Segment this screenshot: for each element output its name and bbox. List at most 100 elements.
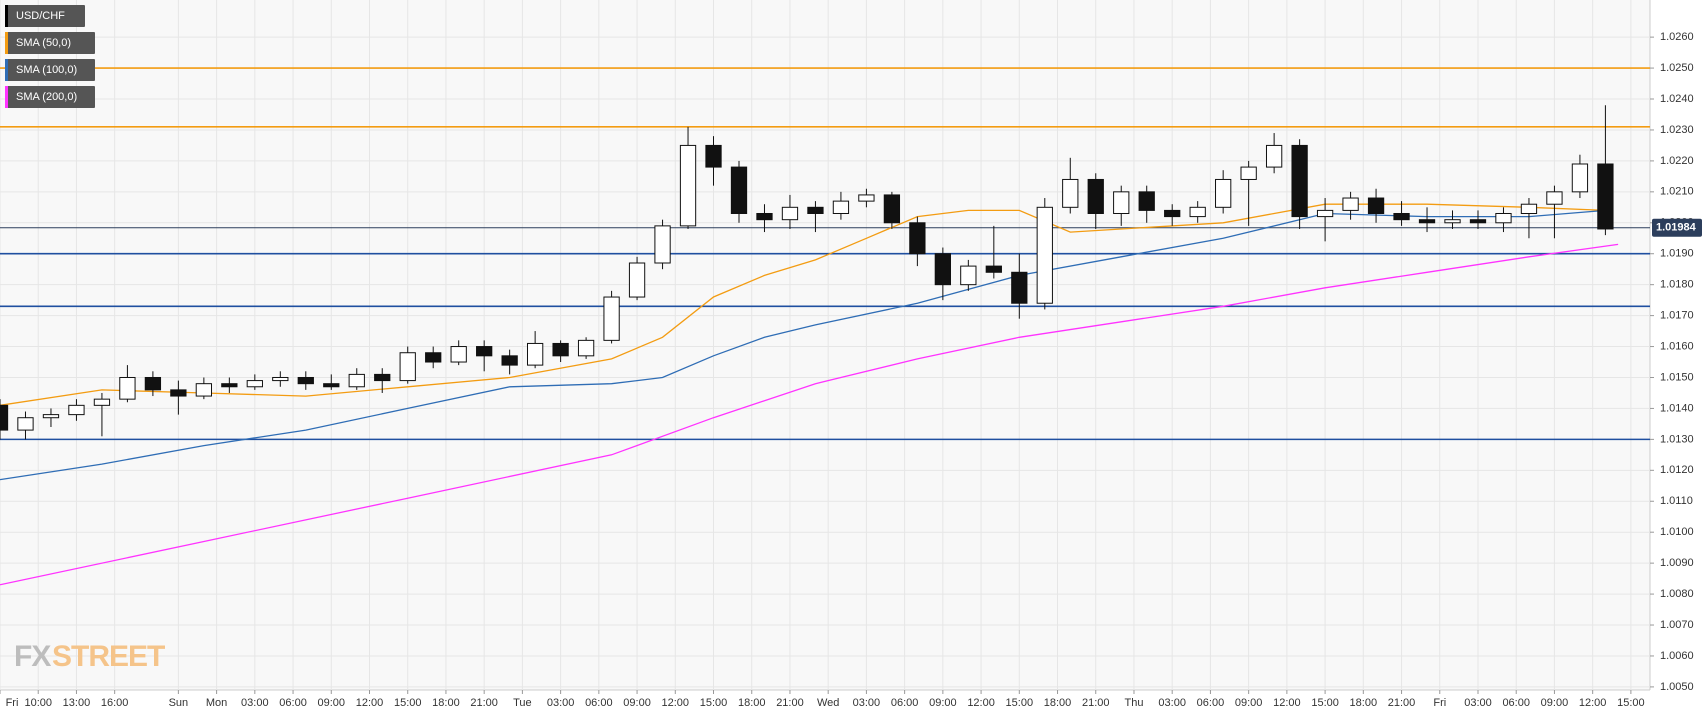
x-tick-label: 18:00 — [1350, 697, 1378, 709]
y-tick-label: 1.0100 — [1660, 526, 1694, 538]
x-tick-label: 09:00 — [1235, 697, 1263, 709]
x-tick-label: 21:00 — [470, 697, 498, 709]
x-tick-label: 06:00 — [585, 697, 613, 709]
x-tick-label: 12:00 — [967, 697, 995, 709]
candle-body — [628, 262, 646, 298]
candle-body — [1087, 178, 1104, 214]
sma-line — [0, 243, 1619, 586]
candle-body — [934, 253, 952, 286]
x-tick-label: 12:00 — [1273, 697, 1301, 709]
candle-body — [1546, 191, 1563, 205]
candle-body — [1036, 206, 1053, 304]
x-tick-label: Sun — [169, 697, 189, 709]
legend-box — [5, 86, 95, 108]
legend-label: SMA (100,0) — [16, 64, 77, 76]
last-price-label: 1.01984 — [1656, 222, 1697, 234]
candle-body — [960, 265, 977, 286]
candle-body — [756, 212, 773, 221]
x-tick-label: 09:00 — [623, 697, 651, 709]
legend-swatch — [5, 32, 8, 54]
candle-body — [552, 342, 569, 357]
legend-label: SMA (200,0) — [16, 91, 77, 103]
x-tick-label: 15:00 — [700, 697, 728, 709]
candle-body — [909, 222, 926, 255]
candle-body — [1571, 163, 1589, 193]
y-tick-label: 1.0240 — [1660, 93, 1694, 105]
x-tick-label: Tue — [513, 697, 532, 709]
y-tick-label: 1.0150 — [1660, 371, 1694, 383]
x-tick-label: 16:00 — [101, 697, 129, 709]
y-tick-label: 1.0070 — [1660, 619, 1694, 631]
x-tick-label: 03:00 — [547, 697, 575, 709]
candle-body — [272, 376, 289, 382]
candle-body — [1469, 219, 1487, 224]
y-tick-label: 1.0050 — [1660, 681, 1694, 693]
x-tick-label: 21:00 — [1082, 697, 1110, 709]
candle-body — [654, 225, 671, 264]
levels — [0, 67, 1650, 441]
candle-body — [1291, 144, 1308, 218]
candle-body — [297, 376, 314, 385]
candle-body — [1316, 209, 1334, 218]
candle-body — [450, 346, 467, 363]
plot-background — [0, 0, 1650, 690]
legend-swatch — [5, 59, 8, 81]
y-tick-label: 1.0060 — [1660, 650, 1694, 662]
y-tick-label: 1.0110 — [1660, 495, 1693, 507]
x-tick-label: 03:00 — [241, 697, 269, 709]
y-tick-label: 1.0190 — [1660, 248, 1694, 260]
candle-body — [603, 296, 620, 341]
y-tick-label: 1.0120 — [1660, 464, 1694, 476]
watermark-street: STREET — [52, 640, 165, 673]
candle-body — [1164, 209, 1181, 218]
candle-body — [195, 383, 213, 397]
y-tick-label: 1.0160 — [1660, 340, 1694, 352]
candle-body — [42, 414, 60, 419]
candle-body — [68, 404, 85, 416]
candle-body — [17, 417, 34, 431]
candle-body — [832, 200, 850, 214]
candle-body — [1215, 178, 1232, 208]
axes: 1.0050 1.0060 1.0070 1.0080 1.0090 1.0100 1.01… — [0, 31, 1702, 709]
candle-body — [883, 194, 901, 224]
candle-body — [1062, 178, 1079, 208]
x-tick-label: Fri — [6, 697, 19, 709]
y-tick-label: 1.0180 — [1660, 279, 1694, 291]
candle-body — [679, 144, 697, 227]
candle-body — [170, 389, 187, 397]
candles — [0, 105, 1614, 440]
candle-body — [1444, 219, 1461, 224]
candle-body — [119, 376, 136, 400]
watermark: FX STREET — [14, 640, 166, 673]
candle-body — [1418, 219, 1436, 224]
x-tick-label: 03:00 — [853, 697, 881, 709]
x-tick-label: Fri — [1433, 697, 1446, 709]
x-tick-label: 09:00 — [1541, 697, 1569, 709]
watermark-fx: FX — [14, 640, 51, 673]
candle-body — [1265, 144, 1283, 168]
candle-body — [246, 380, 263, 388]
candle-body — [374, 373, 391, 382]
sma-line — [0, 203, 1606, 406]
x-tick-label: 06:00 — [1502, 697, 1530, 709]
candle-body — [730, 166, 748, 214]
candle-body — [425, 352, 442, 363]
y-tick-label: 1.0210 — [1660, 186, 1694, 198]
x-tick-label: 03:00 — [1464, 697, 1492, 709]
x-tick-label: 12:00 — [356, 697, 384, 709]
legend-box — [5, 32, 95, 54]
candle-body — [1342, 197, 1359, 211]
x-tick-label: Wed — [817, 697, 839, 709]
x-tick-label: Thu — [1124, 697, 1143, 709]
x-tick-label: 13:00 — [63, 697, 91, 709]
legend-label: USD/CHF — [16, 10, 65, 22]
legend-swatch — [5, 5, 8, 27]
candle-body — [1113, 191, 1130, 214]
candle-body — [0, 404, 9, 431]
y-tick-label: 1.0130 — [1660, 433, 1694, 445]
y-tick-label: 1.0260 — [1660, 31, 1694, 43]
candle-body — [858, 194, 875, 202]
y-tick-label: 1.0230 — [1660, 124, 1694, 136]
candle-body — [399, 352, 416, 382]
candle-body — [781, 206, 799, 221]
